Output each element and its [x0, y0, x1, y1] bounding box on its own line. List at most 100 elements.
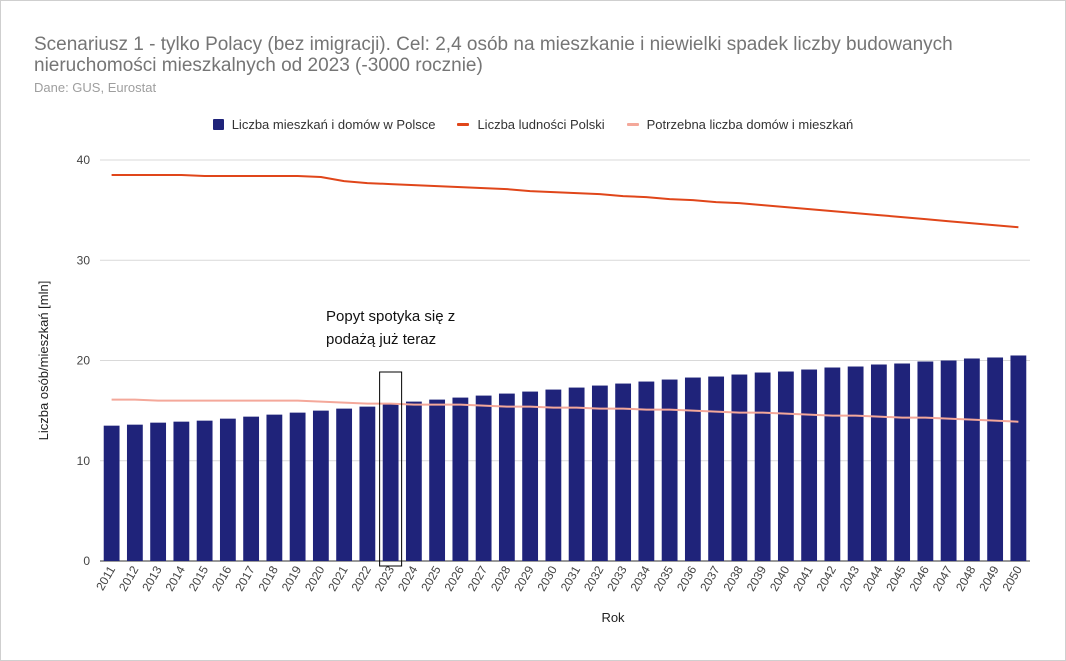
bar [219, 418, 236, 561]
x-tick-label: 2026 [441, 563, 467, 593]
x-tick-label: 2046 [906, 563, 932, 593]
bar [801, 369, 818, 561]
x-tick-label: 2018 [255, 563, 281, 593]
bar [661, 379, 678, 561]
bar [917, 361, 934, 561]
bar [452, 397, 469, 561]
x-tick-label: 2024 [395, 563, 421, 593]
x-tick-label: 2038 [720, 563, 746, 593]
legend-item-needed[interactable]: Potrzebna liczba domów i mieszkań [626, 117, 854, 132]
x-tick-label: 2032 [581, 563, 607, 593]
legend-label-population: Liczba ludności Polski [477, 117, 605, 132]
x-tick-label: 2020 [302, 563, 328, 593]
bar [126, 424, 143, 561]
x-tick-label: 2031 [558, 563, 584, 593]
x-tick-label: 2013 [139, 563, 165, 593]
bar [568, 387, 585, 561]
x-tick-label: 2025 [418, 563, 444, 593]
bar [894, 363, 911, 561]
x-tick-label: 2043 [837, 563, 863, 593]
bar [336, 408, 353, 561]
x-tick-label: 2045 [883, 563, 909, 593]
x-tick-label: 2016 [209, 563, 235, 593]
legend-label-needed: Potrzebna liczba domów i mieszkań [646, 117, 854, 132]
bar [847, 366, 864, 561]
y-tick-label: 20 [77, 354, 91, 368]
bar [545, 389, 562, 561]
series-line-1 [111, 398, 1019, 423]
x-tick-label: 2049 [976, 563, 1002, 593]
bar [475, 395, 492, 561]
bar [405, 401, 422, 561]
x-tick-label: 2012 [116, 563, 142, 593]
legend-swatch-population [457, 123, 470, 126]
bar [498, 393, 515, 561]
x-tick-label: 2047 [930, 563, 956, 593]
bar [754, 372, 771, 561]
x-tick-label: 2042 [813, 563, 839, 593]
x-tick-label: 2014 [162, 563, 188, 593]
y-tick-label: 30 [77, 253, 91, 267]
bar [266, 414, 283, 561]
x-tick-label: 2011 [93, 563, 118, 593]
bar [638, 381, 655, 561]
chart-subtitle: Dane: GUS, Eurostat [34, 80, 157, 95]
x-tick-label: 2039 [744, 563, 770, 593]
legend-label-housing: Liczba mieszkań i domów w Polsce [231, 117, 436, 132]
bar [777, 371, 794, 561]
bar [615, 383, 632, 561]
series-line-0 [111, 174, 1019, 229]
y-axis-title: Liczba osób/mieszkań [mln] [36, 281, 51, 441]
bar [382, 403, 399, 561]
legend-swatch-needed [626, 123, 639, 126]
x-tick-label: 2030 [534, 563, 560, 593]
bar [312, 410, 329, 561]
bar [870, 364, 887, 561]
x-tick-label: 2048 [953, 563, 979, 593]
bar [591, 385, 608, 561]
legend-item-housing[interactable]: Liczba mieszkań i domów w Polsce [212, 117, 436, 132]
bar [731, 374, 748, 561]
annotation-text: Popyt spotyka się z podażą już teraz [326, 308, 456, 348]
bar [150, 422, 167, 561]
highlight-box [379, 371, 403, 567]
x-axis-title: Rok [601, 610, 625, 625]
x-tick-label: 2017 [232, 563, 258, 593]
x-tick-label: 2033 [604, 563, 630, 593]
bar [173, 421, 190, 561]
bar [824, 367, 841, 561]
bar [359, 406, 376, 561]
legend-item-population[interactable]: Liczba ludności Polski [457, 117, 605, 132]
bar [1010, 355, 1027, 561]
x-tick-label: 2029 [511, 563, 537, 593]
y-tick-label: 10 [77, 454, 91, 468]
bar [429, 399, 446, 561]
chart-legend: Liczba mieszkań i domów w Polsce Liczba … [0, 117, 1066, 132]
y-tick-label: 40 [77, 153, 91, 167]
x-tick-label: 2028 [488, 563, 514, 593]
bar [289, 412, 306, 561]
bar [522, 391, 539, 561]
x-tick-label: 2041 [790, 563, 816, 593]
y-tick-label: 0 [83, 554, 90, 568]
x-tick-label: 2019 [279, 563, 305, 593]
x-tick-label: 2023 [372, 563, 398, 593]
bar [103, 425, 120, 561]
x-tick-label: 2036 [674, 563, 700, 593]
x-tick-label: 2021 [325, 563, 351, 593]
x-tick-label: 2034 [627, 563, 653, 593]
x-tick-label: 2050 [999, 563, 1025, 593]
bar [940, 360, 957, 561]
bar [963, 358, 980, 561]
bar [987, 357, 1004, 561]
x-tick-label: 2022 [348, 563, 374, 593]
x-tick-label: 2015 [186, 563, 212, 593]
x-tick-label: 2044 [860, 563, 886, 593]
bar [196, 420, 213, 561]
legend-swatch-housing [212, 119, 224, 130]
bar [243, 416, 260, 561]
x-tick-label: 2037 [697, 563, 723, 593]
x-tick-label: 2035 [651, 563, 677, 593]
chart-title: Scenariusz 1 - tylko Polacy (bez imigrac… [34, 34, 953, 76]
